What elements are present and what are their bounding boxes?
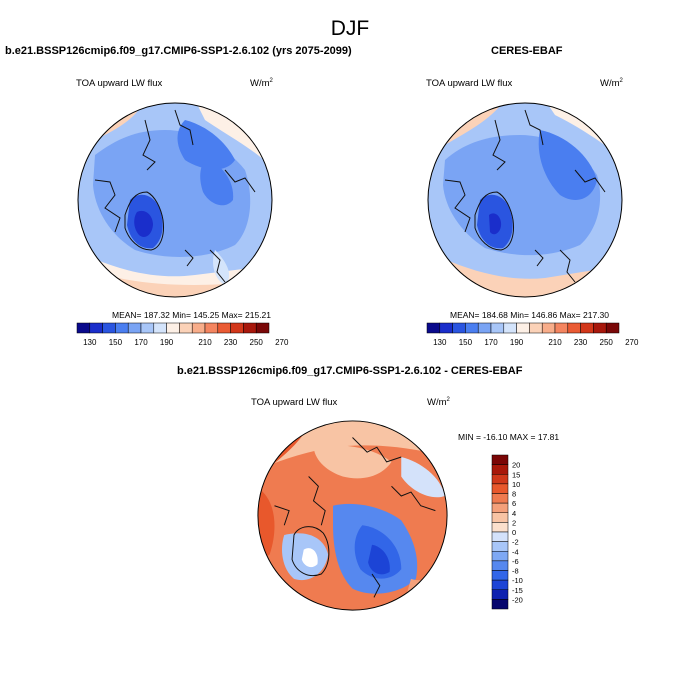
colorbar-obs-swatch [605,322,620,334]
colorbar-model-tick-label: 170 [134,338,148,347]
panel-obs-variable: TOA upward LW flux [426,78,513,89]
colorbar-diff-swatch [491,551,509,562]
colorbar-obs-swatch [503,322,517,334]
colorbar-obs-swatch [452,322,466,334]
colorbar-obs-swatch [593,322,607,334]
figure-title: DJF [330,17,370,40]
colorbar-model-swatch [243,322,257,334]
colorbar-obs-swatch [541,322,556,334]
colorbar-obs-swatch [516,322,530,334]
colorbar-diff-tick-label: 4 [512,509,516,518]
colorbar-model-swatch [127,322,142,334]
colorbar-obs-swatch [439,322,453,334]
colorbar-diff-swatch [491,522,509,533]
colorbar-obs-tick-label: 150 [459,338,473,347]
colorbar-obs-swatch [554,322,569,334]
map-obs [427,102,623,298]
colorbar-model-tick-label: 130 [83,338,97,347]
colorbar-model-swatch [230,322,244,334]
colorbar-diff-swatch [491,541,509,552]
colorbar-diff-swatch [491,570,509,581]
colorbar-obs-swatch [567,322,581,334]
colorbar-obs-swatch [426,322,441,334]
panel-obs-stats: MEAN= 184.68 Min= 146.86 Max= 217.30 [450,310,610,320]
colorbar-model-swatch [102,322,116,334]
colorbar-diff-swatch [491,589,509,600]
colorbar-model-swatch [153,322,167,334]
colorbar-diff-tick-label: -4 [512,547,519,556]
panel-diff-stats: MIN = -16.10 MAX = 17.81 [458,432,560,442]
colorbar-diff-tick-label: 20 [512,461,520,470]
colorbar-diff-swatch [491,493,509,504]
colorbar-obs-tick-label: 250 [600,338,614,347]
colorbar-obs-tick-label: 270 [625,338,639,347]
colorbar-diff-tick-label: -15 [512,586,523,595]
colorbar-obs-tick-label: 170 [484,338,498,347]
colorbar-obs-tick-label: 230 [574,338,588,347]
colorbar-diff-tick-label: -6 [512,557,519,566]
colorbar-model-swatch [204,322,219,334]
colorbar-model-tick-label: 270 [275,338,289,347]
colorbar-diff-swatch [491,599,509,610]
colorbar-diff-swatch [491,464,509,475]
colorbar-obs-tick-label: 190 [510,338,524,347]
colorbar-diff-tick-label: -10 [512,576,523,585]
panel-diff-variable: TOA upward LW flux [251,397,338,408]
colorbar-model-swatch [140,322,155,334]
colorbar-model-tick-label: 230 [224,338,238,347]
panel-obs-title: CERES-EBAF [491,45,563,57]
colorbar-model-swatch [255,322,270,334]
colorbar-diff-swatch [491,531,509,542]
colorbar-model-swatch [191,322,206,334]
colorbar-model-swatch [89,322,103,334]
map-diff [257,420,448,611]
colorbar-model: 130 150 170 190 210 230 250 270 [76,322,289,347]
colorbar-diff-tick-label: 15 [512,470,520,479]
panel-diff-units: W/m2 [427,397,450,409]
colorbar-diff-tick-label: 2 [512,518,516,527]
colorbar-model-tick-label: 190 [160,338,174,347]
colorbar-model-swatch [166,322,180,334]
colorbar-diff-swatch [491,560,509,571]
colorbar-obs-swatch [580,322,594,334]
panel-model-variable: TOA upward LW flux [76,78,163,89]
colorbar-obs-tick-label: 130 [433,338,447,347]
panel-model-title: b.e21.BSSP126cmip6.f09_g17.CMIP6-SSP1-2.… [5,45,352,57]
panel-model-units: W/m2 [250,78,273,90]
colorbar-diff-tick-label: -8 [512,567,519,576]
colorbar-diff-swatch [491,502,509,513]
colorbar-obs-swatch [529,322,543,334]
colorbar-model-tick-label: 150 [109,338,123,347]
colorbar-diff-tick-label: 8 [512,490,516,499]
colorbar-model-swatch [217,322,231,334]
colorbar-diff-swatch [491,512,509,523]
colorbar-obs-tick-label: 210 [548,338,562,347]
panel-model-stats: MEAN= 187.32 Min= 145.25 Max= 215.21 [112,310,272,320]
panel-diff-title: b.e21.BSSP126cmip6.f09_g17.CMIP6-SSP1-2.… [177,365,523,377]
panel-obs-units: W/m2 [600,78,623,90]
colorbar-diff-tick-label: 0 [512,528,516,537]
map-model [77,102,273,298]
colorbar-diff-tick-label: 6 [512,499,516,508]
colorbar-diff-swatch [491,454,509,465]
colorbar-obs-swatch [465,322,479,334]
colorbar-model-swatch [179,322,193,334]
colorbar-obs-swatch [490,322,505,334]
colorbar-model-swatch [115,322,129,334]
colorbar-diff-swatch [491,474,509,485]
colorbar-diff-swatch [491,483,509,494]
colorbar-model-swatch [76,322,91,334]
colorbar-obs-swatch [477,322,492,334]
colorbar-diff-tick-label: 10 [512,480,520,489]
colorbar-model-tick-label: 250 [250,338,264,347]
colorbar-diff-tick-label: -2 [512,538,519,547]
colorbar-diff-swatch [491,579,509,590]
colorbar-diff-tick-label: -20 [512,595,523,604]
colorbar-model-tick-label: 210 [198,338,212,347]
colorbar-obs: 130 150 170 190 210 230 250 270 [426,322,639,347]
